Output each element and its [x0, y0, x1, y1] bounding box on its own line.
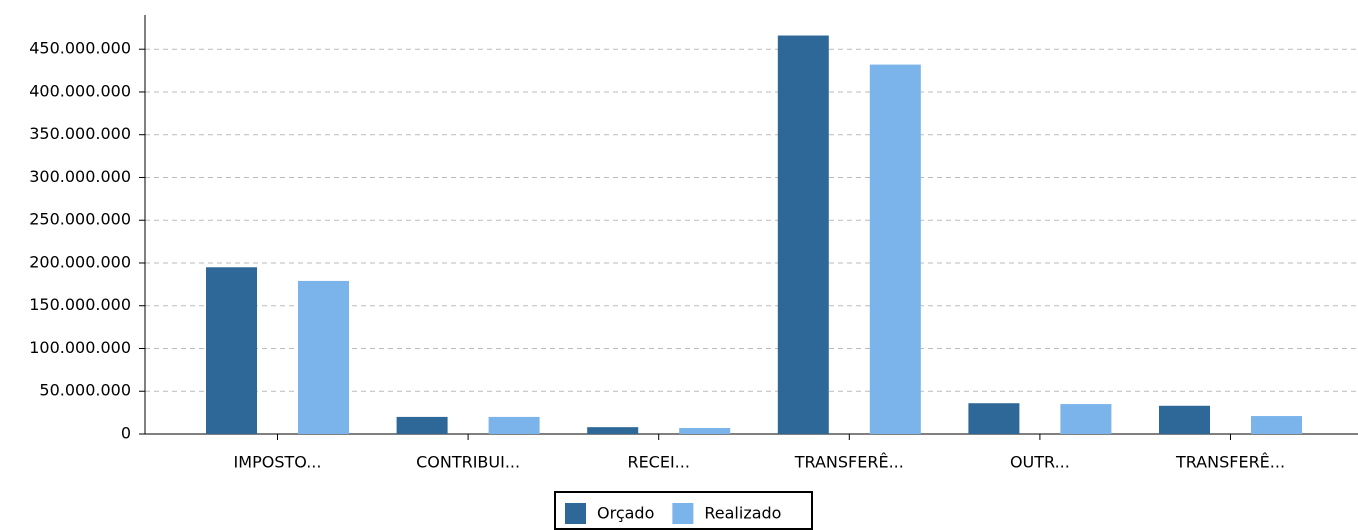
y-tick-label: 450.000.000 [29, 39, 131, 58]
bar [1159, 405, 1210, 434]
bar [206, 267, 257, 434]
x-tick-label: TRANSFERÊ... [794, 453, 904, 472]
y-tick-label: 200.000.000 [29, 252, 131, 271]
bar [869, 64, 921, 434]
legend-label: Orçado [597, 504, 654, 523]
bar [777, 35, 829, 434]
y-tick-label: 250.000.000 [29, 210, 131, 229]
y-tick-label: 0 [121, 424, 131, 443]
bar [587, 427, 639, 434]
x-tick-label: OUTR... [1010, 453, 1070, 472]
y-tick-label: 100.000.000 [29, 338, 131, 357]
legend-swatch [565, 503, 586, 524]
x-tick-label: TRANSFERÊ... [1175, 453, 1285, 472]
bar [1251, 416, 1302, 434]
y-tick-label: 300.000.000 [29, 167, 131, 186]
x-tick-label: CONTRIBUI... [416, 453, 520, 472]
bar [298, 280, 349, 434]
legend-swatch [672, 503, 694, 524]
y-tick-label: 150.000.000 [29, 295, 131, 314]
bar [1060, 404, 1112, 434]
y-tick-label: 350.000.000 [29, 124, 131, 143]
y-tick-label: 400.000.000 [29, 81, 131, 100]
bar [396, 416, 448, 434]
bar [968, 403, 1020, 434]
x-tick-label: IMPOSTO... [234, 453, 322, 472]
bar [679, 428, 731, 434]
bar [488, 416, 540, 434]
x-tick-label: RECEI... [627, 453, 689, 472]
y-tick-label: 50.000.000 [39, 381, 131, 400]
legend-label: Realizado [704, 504, 781, 523]
